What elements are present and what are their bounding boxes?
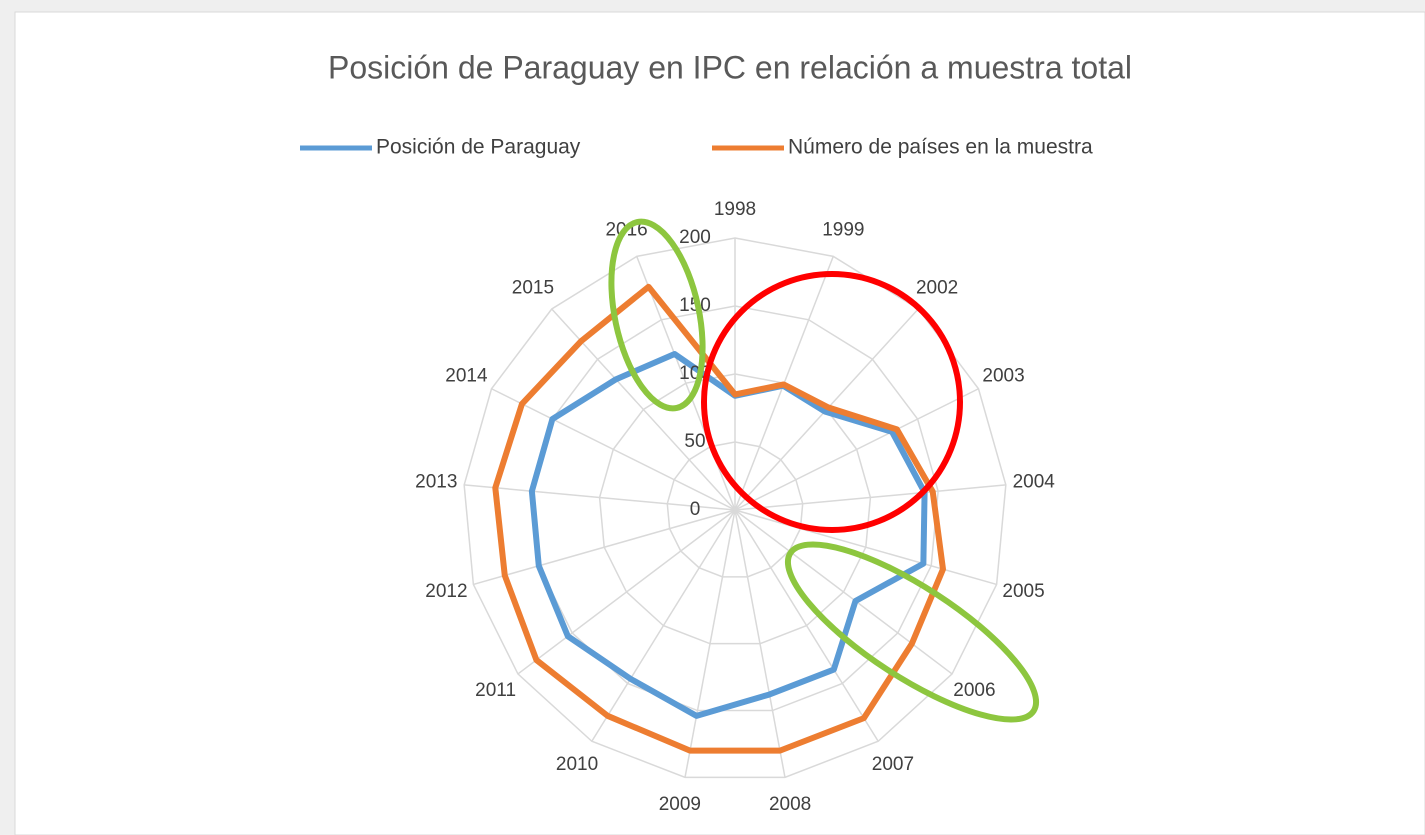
legend-label: Posición de Paraguay bbox=[376, 136, 581, 159]
category-label: 2004 bbox=[1013, 471, 1056, 492]
series-line bbox=[492, 283, 946, 754]
y-tick-label: 200 bbox=[679, 227, 711, 248]
spoke bbox=[734, 509, 786, 778]
spoke bbox=[734, 388, 979, 511]
spoke bbox=[591, 509, 736, 742]
spoke bbox=[464, 484, 736, 511]
y-tick-label: 50 bbox=[684, 431, 705, 452]
annotation-ellipse bbox=[784, 541, 1040, 723]
spoke bbox=[517, 509, 736, 675]
category-label: 2007 bbox=[872, 754, 914, 775]
plot: 1998 1999 2002 2003 2004 2005 2006 2007 2008 2009… bbox=[415, 199, 1055, 815]
legend-label: Número de países en la muestra bbox=[788, 136, 1093, 159]
category-label: 1998 bbox=[714, 199, 756, 220]
chart-title: Posición de Paraguay en IPC en relación … bbox=[328, 49, 1132, 85]
spoke bbox=[491, 388, 736, 511]
grid-ring bbox=[463, 237, 1007, 779]
spoke bbox=[734, 509, 879, 742]
category-label: 2008 bbox=[769, 794, 811, 815]
category-label: 2009 bbox=[659, 794, 701, 815]
spoke bbox=[636, 256, 736, 511]
category-label: 2013 bbox=[415, 471, 457, 492]
series-line bbox=[528, 351, 928, 719]
spoke bbox=[734, 484, 1006, 511]
spoke bbox=[734, 509, 997, 586]
grid-ring bbox=[531, 305, 939, 712]
category-label: 2012 bbox=[425, 581, 467, 602]
grid-ring bbox=[598, 373, 872, 645]
spoke bbox=[684, 509, 736, 778]
category-label: 2003 bbox=[982, 365, 1024, 386]
category-label: 2011 bbox=[475, 680, 516, 701]
category-label: 2006 bbox=[953, 680, 995, 701]
y-tick-label: 0 bbox=[690, 499, 701, 520]
annotation-circle bbox=[701, 271, 963, 533]
category-label: 2014 bbox=[445, 365, 488, 386]
category-label: 1999 bbox=[822, 219, 864, 240]
spoke bbox=[473, 509, 736, 586]
annotation-ellipse bbox=[608, 218, 706, 412]
grid-ring bbox=[666, 441, 804, 578]
category-label: 2010 bbox=[556, 754, 598, 775]
category-label: 2015 bbox=[512, 277, 554, 298]
category-label: 2005 bbox=[1002, 581, 1044, 602]
spoke bbox=[734, 509, 953, 675]
category-label: 2002 bbox=[916, 277, 958, 298]
